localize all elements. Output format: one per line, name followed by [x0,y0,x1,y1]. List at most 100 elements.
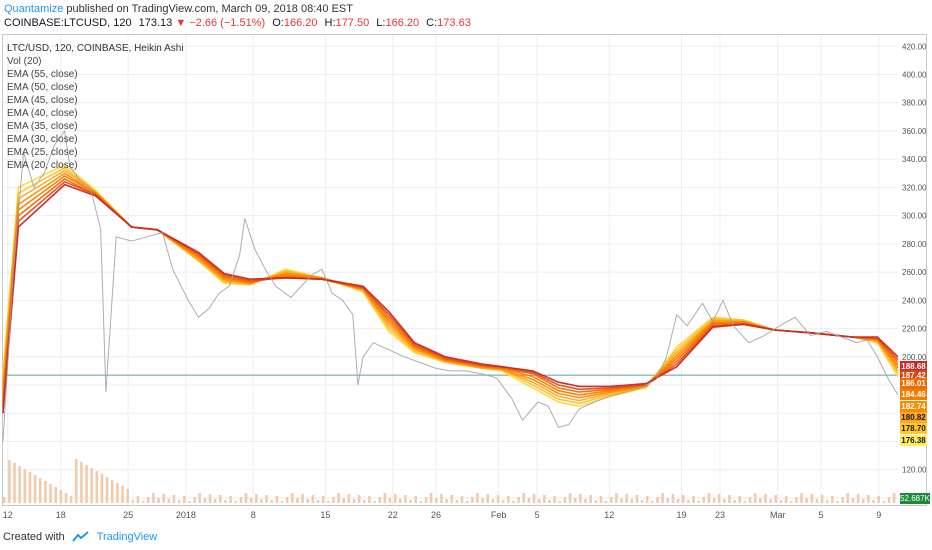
volume-bar [54,487,57,503]
legend-item[interactable]: EMA (30, close) [7,134,78,145]
price-tag: 182.74 [900,400,927,412]
volume-bar [193,497,196,503]
volume-bar [141,501,145,503]
x-tick-label: 22 [388,510,398,520]
volume-bar [414,496,417,503]
volume-bar [188,501,191,503]
legend-item[interactable]: EMA (25, close) [7,147,78,158]
ema-line [2,169,899,402]
y-tick-label: 300.00 [902,212,927,221]
legend-item[interactable]: EMA (45, close) [7,95,78,106]
volume-bar [440,494,443,503]
volume-bar [347,494,351,503]
volume-bar [733,500,736,503]
volume-bar [213,499,217,503]
volume-bar [615,493,618,503]
volume-bar [717,494,721,503]
x-tick-label: 26 [431,510,441,520]
last-price: 173.13 [138,17,173,29]
volume-bar [23,469,27,503]
volume-bar [363,500,366,503]
volume-bar [584,499,587,503]
volume-bar [33,475,37,503]
x-tick-label: 5 [819,510,824,520]
legend-item[interactable]: EMA (20, close) [7,160,78,171]
y-tick-label: 220.00 [902,325,927,334]
close-label: C: [426,17,438,29]
volume-bar [892,493,896,503]
volume-bar [548,500,551,503]
volume-bar [219,495,222,503]
legend-item[interactable]: EMA (35, close) [7,121,78,132]
volume-bar [378,497,381,503]
ema-line [2,172,899,399]
volume-bar [126,489,129,503]
volume-bar [599,496,603,503]
x-tick-label: 12 [604,510,614,520]
volume-bar [224,500,227,503]
tradingview-link[interactable]: TradingView [96,531,158,543]
volume-bar [352,499,356,503]
volume-bar [527,498,531,503]
volume-bar [152,493,155,503]
volume-bar [563,497,567,503]
volume-bar [327,501,330,503]
volume-label: 52.687K [900,493,930,504]
x-tick-label: 5 [535,510,540,520]
volume-bar [795,497,798,503]
volume-bar [244,493,248,503]
volume-bar [316,500,320,503]
volume-bar [589,495,592,503]
high-value: 177.50 [335,17,370,29]
volume-bar [373,501,376,503]
x-tick-label: 19 [676,510,686,520]
created-with-label: Created with [3,531,65,543]
volume-bar [399,499,402,503]
legend-item[interactable]: Vol (20) [7,56,42,67]
ema-line [2,166,899,405]
volume-bar [666,498,670,503]
volume-bar [841,497,844,503]
x-tick-label: 9 [876,510,881,520]
y-tick-label: 240.00 [902,296,927,305]
y-tick-label: 400.00 [902,71,927,80]
volume-bar [435,498,438,503]
price-tag: 187.42 [900,369,927,381]
legend-item[interactable]: EMA (55, close) [7,69,78,80]
volume-bar [743,501,747,503]
volume-bar [90,468,93,503]
volume-bar [861,499,865,503]
volume-bar [831,496,834,503]
volume-bar [177,500,181,503]
volume-bar [368,496,371,503]
volume-bar [476,493,479,503]
volume-bar [460,496,464,503]
volume-bar [867,495,870,503]
volume-bar [702,497,706,503]
legend-item[interactable]: EMA (50, close) [7,82,78,93]
volume-bar [28,472,32,503]
volume-bar [409,500,412,503]
author-link[interactable]: Quantamize [4,3,64,15]
volume-bar [445,499,448,503]
legend-item[interactable]: EMA (40, close) [7,108,78,119]
volume-bar [532,494,536,503]
volume-bar [517,497,520,503]
ema-line [2,178,899,403]
open-value: 166.20 [283,17,318,29]
volume-bar [167,499,171,503]
y-tick-label: 420.00 [902,42,927,51]
volume-bar [738,496,742,503]
volume-bar [594,500,598,503]
volume-bar [59,490,63,503]
y-tick-label: 320.00 [902,183,927,192]
volume-bar [270,500,273,503]
volume-bar [635,495,639,503]
volume-bar [203,498,207,503]
price-tag: 178.70 [900,423,927,435]
volume-bar [630,499,634,503]
volume-bar [172,495,176,503]
volume-bar [671,494,675,503]
volume-bar [357,495,361,503]
volume-bar [851,498,855,503]
